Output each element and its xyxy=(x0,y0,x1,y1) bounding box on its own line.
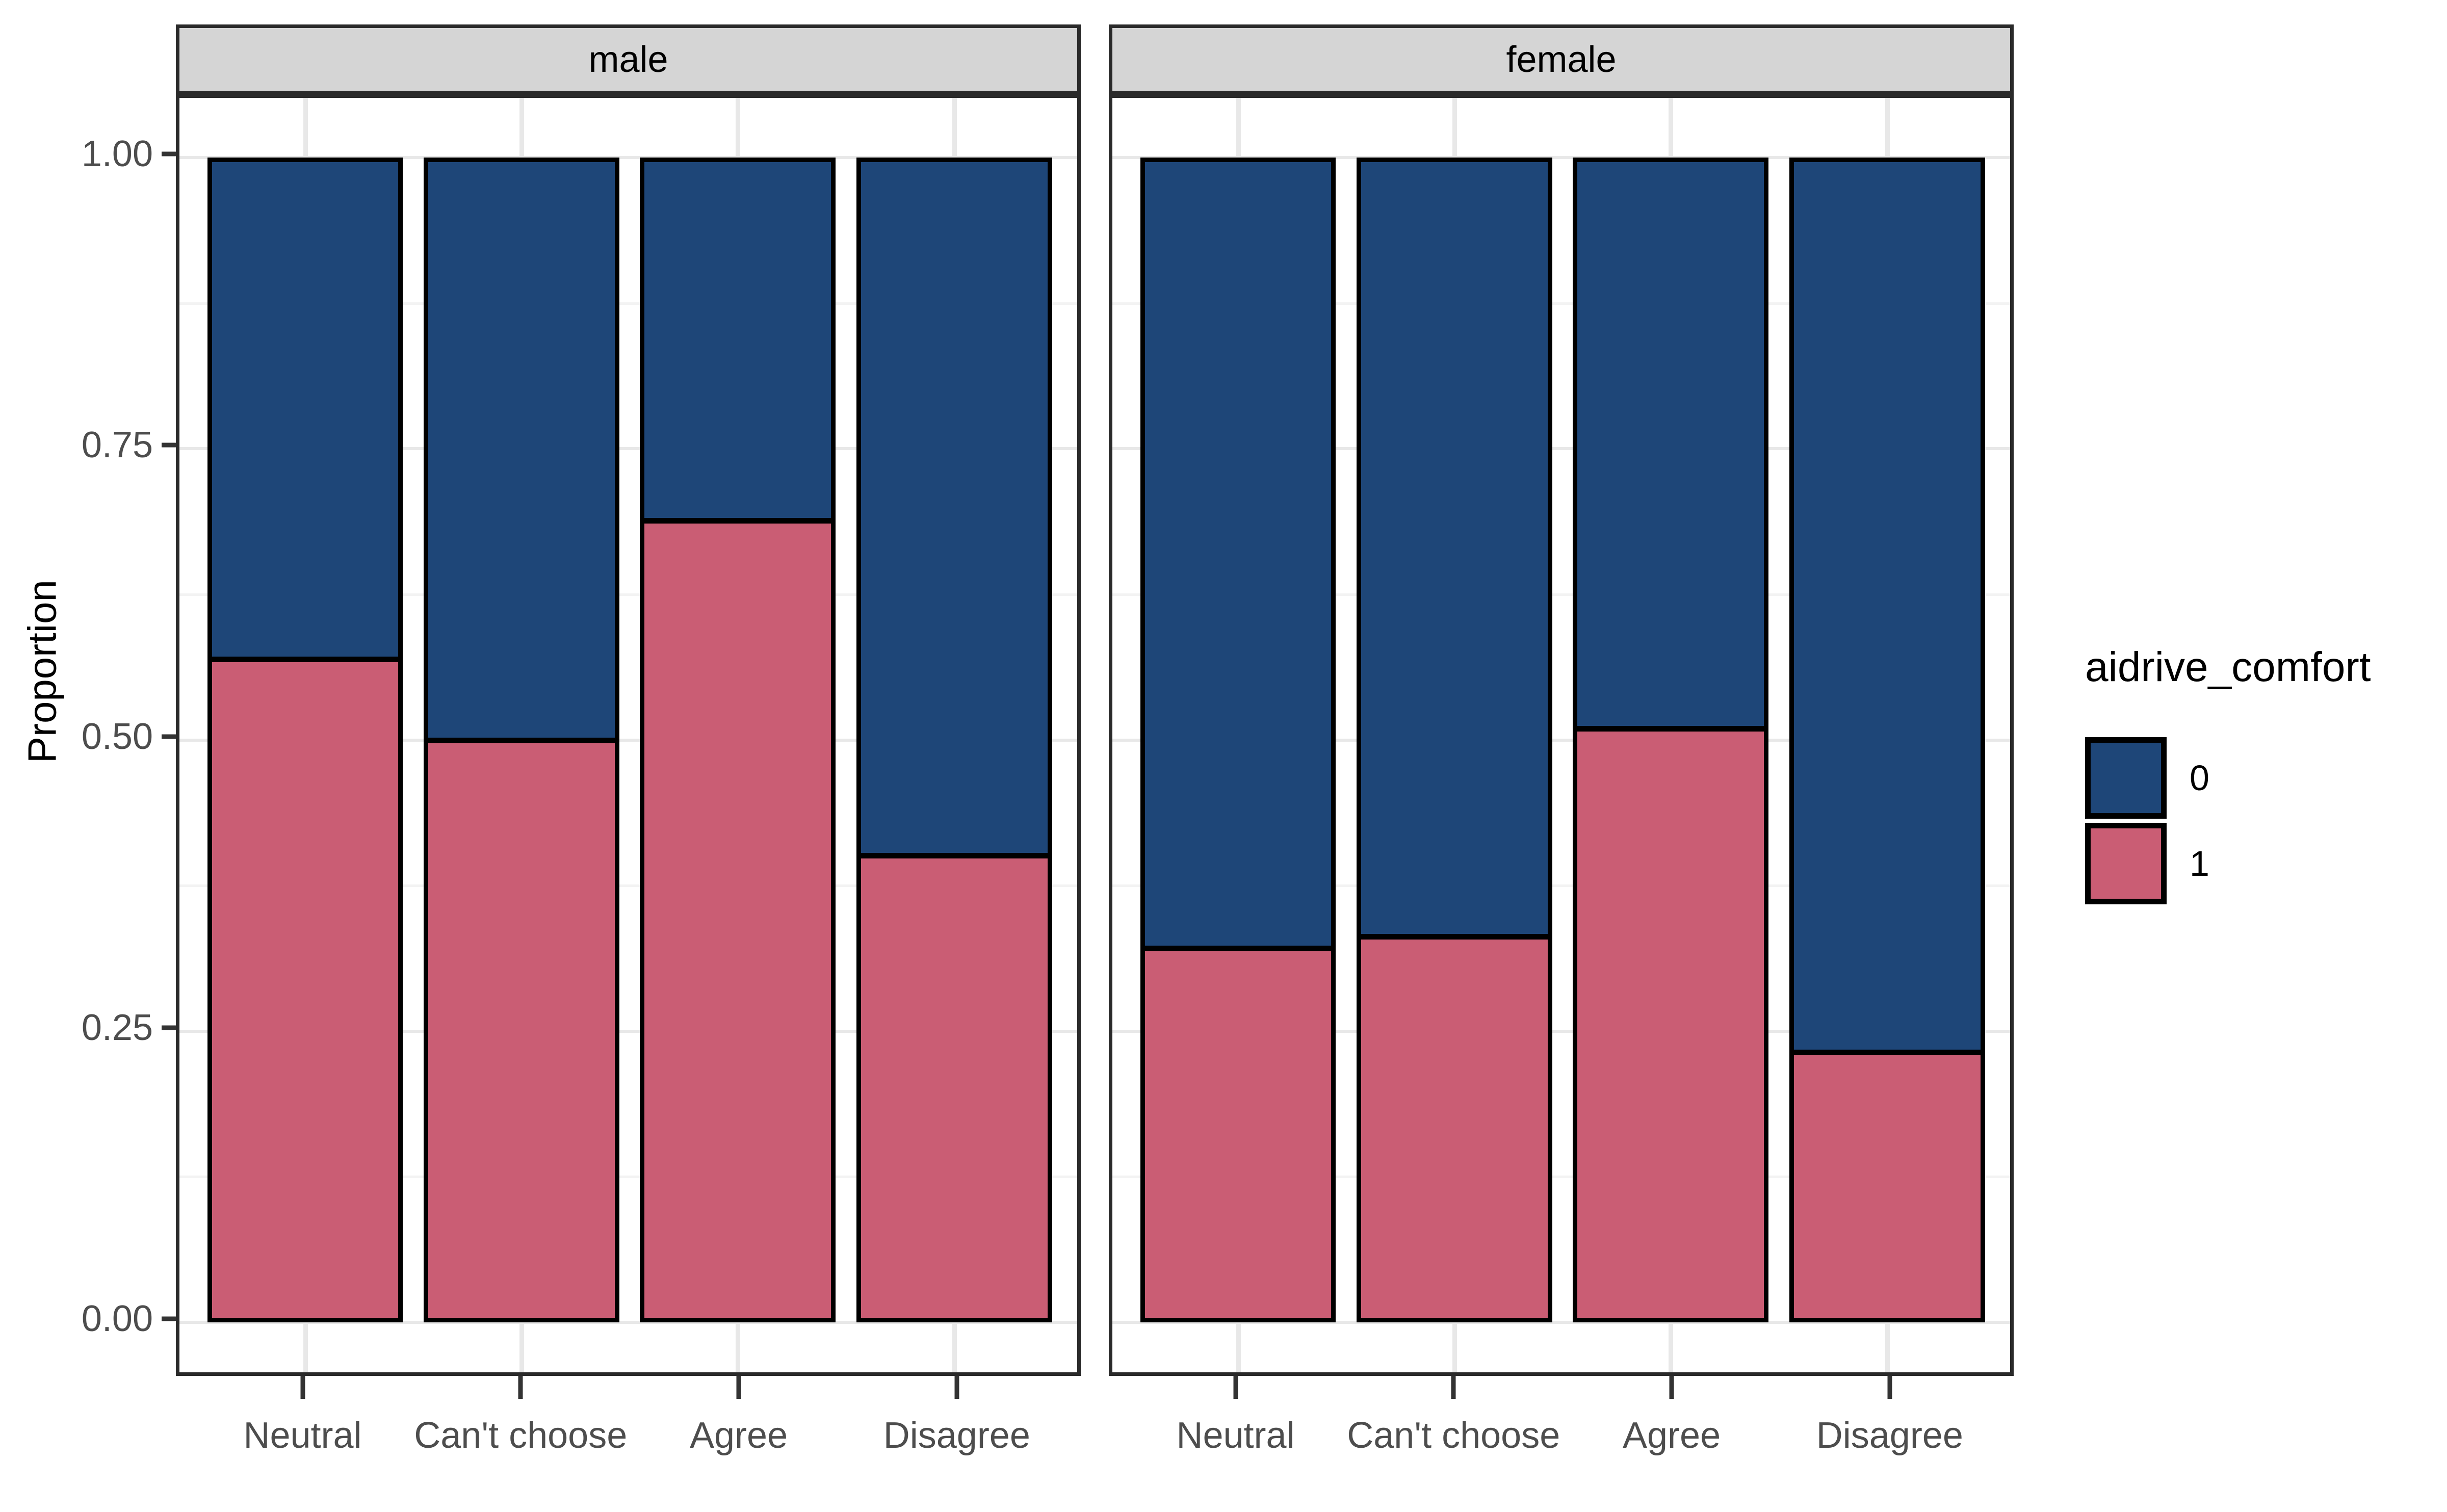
x-tick-label: Neutral xyxy=(1176,1415,1295,1456)
x-tick-mark xyxy=(300,1376,305,1399)
bar-male-Disagree xyxy=(856,158,1052,1322)
facet-strip-label: male xyxy=(588,39,668,80)
bar-segment-1 xyxy=(861,855,1048,1318)
bar-segment-0 xyxy=(1144,162,1332,948)
legend-entry-0: 0 xyxy=(2085,737,2371,819)
gridline-major xyxy=(179,738,1077,742)
bar-segment-0 xyxy=(212,162,399,659)
x-tick-label: Agree xyxy=(689,1415,788,1456)
facet-strip-male: male xyxy=(176,24,1081,94)
bar-female-Can't choose xyxy=(1356,158,1552,1322)
y-tick-label: 0.25 xyxy=(81,1007,153,1048)
bar-female-Disagree xyxy=(1789,158,1985,1322)
x-tick-label: Disagree xyxy=(883,1415,1030,1456)
bar-segment-1 xyxy=(1793,1052,1981,1318)
bar-segment-0 xyxy=(1361,162,1548,936)
bar-segment-boundary xyxy=(1144,945,1332,951)
legend-entry-1: 1 xyxy=(2085,823,2371,904)
y-tick-mark xyxy=(162,442,176,448)
bar-segment-boundary xyxy=(644,517,831,524)
gridline-major xyxy=(1112,738,2010,742)
gridline-minor xyxy=(179,1176,1077,1179)
x-tick-mark xyxy=(954,1376,959,1399)
x-tick-label: Can't choose xyxy=(414,1415,628,1456)
gridline-major xyxy=(179,1029,1077,1033)
bar-segment-boundary xyxy=(212,656,399,662)
bar-female-Agree xyxy=(1573,158,1769,1322)
x-tick-label: Can't choose xyxy=(1347,1415,1560,1456)
bar-segment-0 xyxy=(1793,162,1981,1052)
gridline-minor xyxy=(179,884,1077,888)
legend-key-swatch xyxy=(2085,737,2167,819)
x-tick-mark xyxy=(1233,1376,1238,1399)
x-tick-mark xyxy=(1451,1376,1456,1399)
x-tick-label: Agree xyxy=(1622,1415,1721,1456)
gridline-minor xyxy=(1112,1176,2010,1179)
gridline-minor xyxy=(1112,593,2010,596)
bar-segment-1 xyxy=(644,520,831,1318)
x-tick-mark xyxy=(1887,1376,1892,1399)
facet-panel-female xyxy=(1109,94,2014,1376)
bar-segment-boundary xyxy=(1361,933,1548,940)
x-tick-mark xyxy=(736,1376,741,1399)
bar-segment-1 xyxy=(212,659,399,1318)
bar-segment-boundary xyxy=(1577,725,1764,732)
gridline-minor xyxy=(179,302,1077,305)
gridline-major xyxy=(1112,1321,2010,1324)
legend-key-label: 1 xyxy=(2190,844,2209,883)
x-tick-label: Neutral xyxy=(243,1415,362,1456)
bar-male-Neutral xyxy=(207,158,403,1322)
y-tick-mark xyxy=(162,734,176,739)
gridline-major xyxy=(179,156,1077,159)
gridline-minor xyxy=(1112,884,2010,888)
gridline-major xyxy=(1112,447,2010,451)
x-tick-mark xyxy=(518,1376,523,1399)
x-tick-mark xyxy=(1669,1376,1674,1399)
bar-segment-1 xyxy=(1361,936,1548,1318)
facet-panel-male xyxy=(176,94,1081,1376)
y-tick-mark xyxy=(162,151,176,157)
bar-segment-1 xyxy=(1577,728,1764,1318)
bar-segment-0 xyxy=(1577,162,1764,728)
gridline-major xyxy=(1112,1029,2010,1033)
bar-male-Can't choose xyxy=(423,158,619,1322)
x-tick-label: Disagree xyxy=(1816,1415,1963,1456)
y-tick-mark xyxy=(162,1025,176,1030)
gridline-major xyxy=(179,447,1077,451)
gridline-minor xyxy=(1112,302,2010,305)
facet-strip-female: female xyxy=(1109,24,2014,94)
bar-segment-1 xyxy=(428,740,615,1318)
gridline-minor xyxy=(179,593,1077,596)
gridline-major xyxy=(1112,156,2010,159)
bar-segment-0 xyxy=(644,162,831,520)
bar-female-Neutral xyxy=(1140,158,1336,1322)
gridline-major xyxy=(179,1321,1077,1324)
y-tick-label: 0.50 xyxy=(81,716,153,757)
bar-segment-0 xyxy=(861,162,1048,856)
y-tick-label: 1.00 xyxy=(81,134,153,174)
bar-segment-1 xyxy=(1144,948,1332,1318)
legend-title: aidrive_comfort xyxy=(2085,644,2371,690)
bar-male-Agree xyxy=(640,158,836,1322)
bar-segment-boundary xyxy=(861,853,1048,859)
bar-segment-0 xyxy=(428,162,615,740)
facet-strip-label: female xyxy=(1506,39,1617,80)
legend-key-label: 0 xyxy=(2190,758,2209,798)
y-tick-label: 0.00 xyxy=(81,1298,153,1339)
y-tick-label: 0.75 xyxy=(81,425,153,466)
bar-segment-boundary xyxy=(428,737,615,743)
y-tick-mark xyxy=(162,1316,176,1321)
bar-segment-boundary xyxy=(1793,1049,1981,1055)
legend-key-swatch xyxy=(2085,823,2167,904)
